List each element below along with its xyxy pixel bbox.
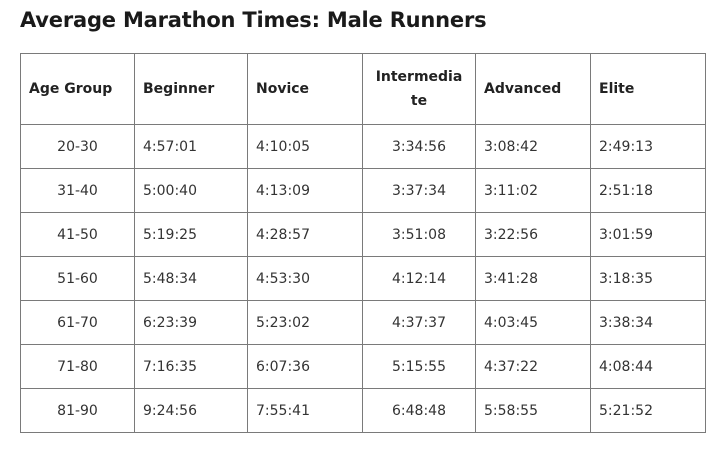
cell-age-group: 51-60 [20, 256, 135, 301]
cell-advanced: 3:11:02 [475, 168, 591, 213]
cell-intermediate: 4:12:14 [362, 256, 476, 301]
header-intermediate: Intermediate [362, 53, 476, 125]
table-row: 41-50 5:19:25 4:28:57 3:51:08 3:22:56 3:01:59 [20, 212, 706, 257]
cell-elite: 5:21:52 [590, 388, 706, 433]
cell-elite: 3:01:59 [590, 212, 706, 257]
cell-age-group: 81-90 [20, 388, 135, 433]
table-row: 31-40 5:00:40 4:13:09 3:37:34 3:11:02 2:51:18 [20, 168, 706, 213]
cell-age-group: 71-80 [20, 344, 135, 389]
header-beginner: Beginner [134, 53, 248, 125]
table-row: 51-60 5:48:34 4:53:30 4:12:14 3:41:28 3:18:35 [20, 256, 706, 301]
cell-age-group: 20-30 [20, 124, 135, 169]
table-row: 71-80 7:16:35 6:07:36 5:15:55 4:37:22 4:08:44 [20, 344, 706, 389]
table-row: 20-30 4:57:01 4:10:05 3:34:56 3:08:42 2:49:13 [20, 124, 706, 169]
header-novice: Novice [247, 53, 363, 125]
cell-novice: 6:07:36 [247, 344, 363, 389]
cell-elite: 2:51:18 [590, 168, 706, 213]
cell-beginner: 6:23:39 [134, 300, 248, 345]
page-title: Average Marathon Times: Male Runners [20, 8, 487, 32]
cell-beginner: 9:24:56 [134, 388, 248, 433]
cell-novice: 4:28:57 [247, 212, 363, 257]
cell-advanced: 3:41:28 [475, 256, 591, 301]
cell-advanced: 4:03:45 [475, 300, 591, 345]
header-row: Age Group Beginner Novice Intermediate A… [20, 53, 706, 125]
cell-beginner: 4:57:01 [134, 124, 248, 169]
cell-elite: 3:38:34 [590, 300, 706, 345]
header-elite: Elite [590, 53, 706, 125]
cell-beginner: 5:00:40 [134, 168, 248, 213]
cell-beginner: 5:48:34 [134, 256, 248, 301]
cell-age-group: 41-50 [20, 212, 135, 257]
cell-elite: 2:49:13 [590, 124, 706, 169]
cell-novice: 4:10:05 [247, 124, 363, 169]
cell-intermediate: 3:34:56 [362, 124, 476, 169]
cell-age-group: 61-70 [20, 300, 135, 345]
cell-age-group: 31-40 [20, 168, 135, 213]
cell-novice: 7:55:41 [247, 388, 363, 433]
cell-advanced: 5:58:55 [475, 388, 591, 433]
header-advanced: Advanced [475, 53, 591, 125]
cell-intermediate: 6:48:48 [362, 388, 476, 433]
cell-elite: 4:08:44 [590, 344, 706, 389]
cell-intermediate: 3:51:08 [362, 212, 476, 257]
cell-novice: 4:53:30 [247, 256, 363, 301]
cell-beginner: 5:19:25 [134, 212, 248, 257]
table-row: 81-90 9:24:56 7:55:41 6:48:48 5:58:55 5:21:52 [20, 388, 706, 433]
cell-elite: 3:18:35 [590, 256, 706, 301]
header-age-group: Age Group [20, 53, 135, 125]
cell-advanced: 4:37:22 [475, 344, 591, 389]
cell-novice: 5:23:02 [247, 300, 363, 345]
cell-beginner: 7:16:35 [134, 344, 248, 389]
marathon-times-table: Age Group Beginner Novice Intermediate A… [20, 53, 706, 433]
cell-advanced: 3:22:56 [475, 212, 591, 257]
cell-intermediate: 5:15:55 [362, 344, 476, 389]
cell-intermediate: 3:37:34 [362, 168, 476, 213]
cell-advanced: 3:08:42 [475, 124, 591, 169]
table-row: 61-70 6:23:39 5:23:02 4:37:37 4:03:45 3:38:34 [20, 300, 706, 345]
cell-intermediate: 4:37:37 [362, 300, 476, 345]
cell-novice: 4:13:09 [247, 168, 363, 213]
